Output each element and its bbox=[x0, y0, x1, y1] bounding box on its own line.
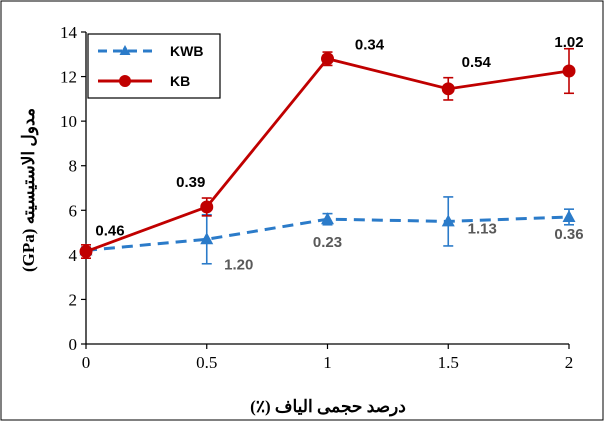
y-tick-label: 0 bbox=[69, 335, 78, 354]
data-label-kb: 0.46 bbox=[95, 223, 124, 240]
y-tick-label: 6 bbox=[69, 201, 78, 220]
x-tick-label: 1.5 bbox=[438, 353, 459, 372]
legend-label-kwb: KWB bbox=[170, 43, 203, 59]
data-label-kwb: 0.36 bbox=[554, 226, 583, 243]
data-point-kwb bbox=[562, 209, 576, 222]
y-tick-label: 10 bbox=[60, 112, 77, 131]
data-point-kb bbox=[79, 245, 93, 259]
data-point-kb bbox=[441, 82, 455, 96]
data-point-kb bbox=[200, 200, 214, 214]
data-label-kwb: 1.13 bbox=[468, 220, 497, 237]
data-point-kb bbox=[321, 52, 334, 66]
data-point-kb bbox=[562, 64, 576, 78]
y-tick-label: 2 bbox=[69, 290, 78, 309]
data-label-kwb: 1.20 bbox=[224, 256, 253, 273]
y-axis-label: مدول الاستیسیته (GPa) bbox=[19, 108, 39, 272]
data-label-kb: 0.54 bbox=[462, 54, 492, 71]
legend-box bbox=[87, 33, 221, 99]
data-point-kwb bbox=[321, 212, 334, 225]
legend: KWB KB bbox=[87, 33, 221, 99]
data-label-kwb: 0.23 bbox=[313, 234, 342, 251]
data-label-kb: 0.39 bbox=[176, 174, 205, 191]
legend-marker-kb bbox=[119, 75, 131, 87]
data-label-kb: 0.34 bbox=[355, 37, 385, 54]
x-tick-label: 2 bbox=[565, 353, 574, 372]
x-tick-label: 1 bbox=[323, 353, 332, 372]
x-tick-label: 0 bbox=[82, 353, 91, 372]
data-point-kwb bbox=[441, 214, 455, 227]
y-tick-label: 12 bbox=[60, 68, 77, 87]
legend-marker-kwb bbox=[119, 45, 131, 55]
data-label-kb: 1.02 bbox=[554, 34, 583, 51]
x-axis-label: درصد حجمی الیاف (٪) bbox=[250, 397, 406, 417]
y-tick-label: 14 bbox=[60, 23, 78, 42]
legend-label-kb: KB bbox=[170, 73, 190, 89]
x-tick-label: 0.5 bbox=[196, 353, 217, 372]
data-point-kwb bbox=[200, 232, 214, 245]
y-tick-label: 8 bbox=[69, 157, 78, 176]
y-tick-label: 4 bbox=[69, 246, 78, 265]
